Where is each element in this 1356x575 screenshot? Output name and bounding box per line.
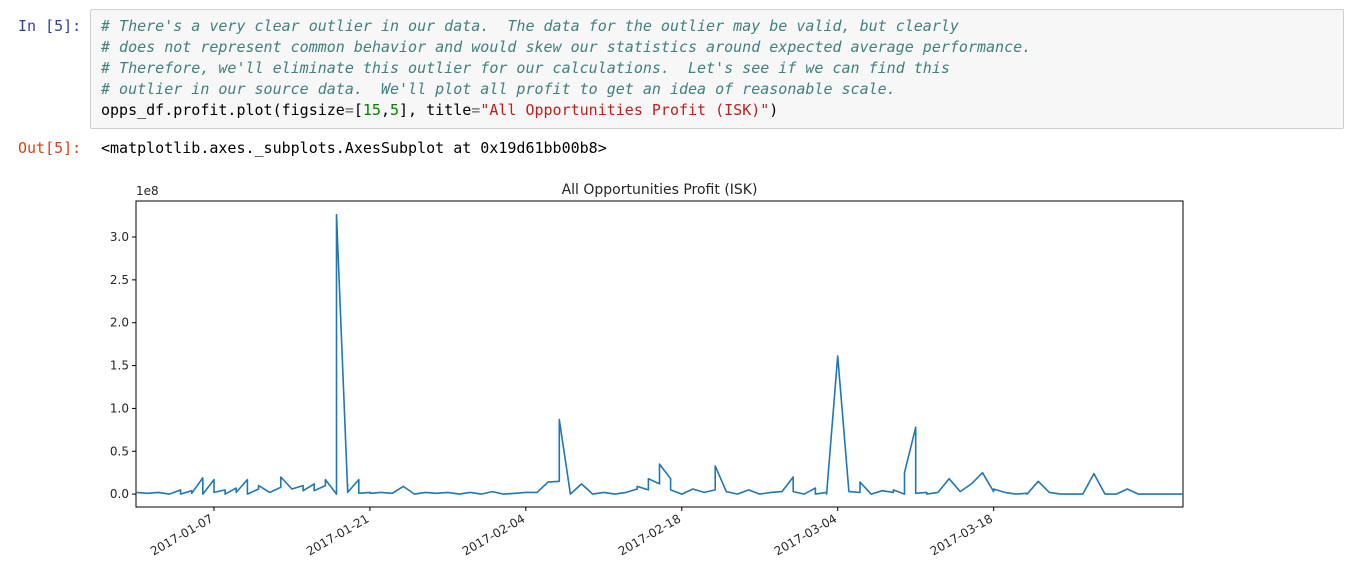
- comment-line-2: # does not represent common behavior and…: [101, 38, 1032, 56]
- comment-line-3: # Therefore, we'll eliminate this outlie…: [101, 59, 950, 77]
- profit-line-chart: All Opportunities Profit (ISK) 1e8 0.0 0.5 1…: [110, 182, 1184, 558]
- y-tick-label: 3.0: [110, 230, 129, 244]
- x-tick-label: 2017-01-21: [304, 511, 371, 558]
- y-tick-label: 1.5: [110, 359, 129, 373]
- code-call: opps_df.profit.plot(figsize: [101, 101, 345, 119]
- chart-title: All Opportunities Profit (ISK): [562, 182, 758, 198]
- comment-line-4: # outlier in our source data. We'll plot…: [101, 80, 896, 98]
- code-number: 15: [362, 101, 381, 119]
- comment-line-1: # There's a very clear outlier in our da…: [101, 17, 959, 35]
- code-comma: ,: [380, 101, 390, 119]
- x-tick-label: 2017-01-07: [148, 511, 215, 558]
- x-tick-label: 2017-02-04: [460, 511, 527, 558]
- input-prompt: In [5]:: [18, 17, 82, 35]
- y-tick-label: 0.5: [110, 444, 129, 458]
- code-cell-input[interactable]: # There's a very clear outlier in our da…: [90, 9, 1344, 129]
- code-operator: =: [344, 101, 354, 119]
- output-repr: <matplotlib.axes._subplots.AxesSubplot a…: [101, 139, 607, 157]
- code-paren-close: ): [769, 101, 779, 119]
- y-tick-label: 2.5: [110, 273, 129, 287]
- x-tick-label: 2017-03-04: [772, 511, 839, 558]
- x-tick-label: 2017-03-18: [928, 511, 995, 558]
- code-editor[interactable]: # There's a very clear outlier in our da…: [101, 16, 1031, 121]
- y-tick-label: 2.0: [110, 316, 129, 330]
- y-offset-label: 1e8: [136, 184, 159, 198]
- profit-series-line: [135, 213, 1183, 495]
- y-tick-label: 0.0: [110, 487, 129, 501]
- code-operator: =: [471, 101, 481, 119]
- code-bracket-open: [: [353, 101, 363, 119]
- y-tick-label: 1.0: [110, 401, 129, 415]
- code-number: 5: [390, 101, 400, 119]
- plot-frame: [135, 200, 1184, 508]
- x-tick-label: 2017-02-18: [616, 511, 683, 558]
- code-bracket-close: ], title: [399, 101, 472, 119]
- code-string: "All Opportunities Profit (ISK)": [480, 101, 770, 119]
- output-prompt: Out[5]:: [18, 139, 82, 157]
